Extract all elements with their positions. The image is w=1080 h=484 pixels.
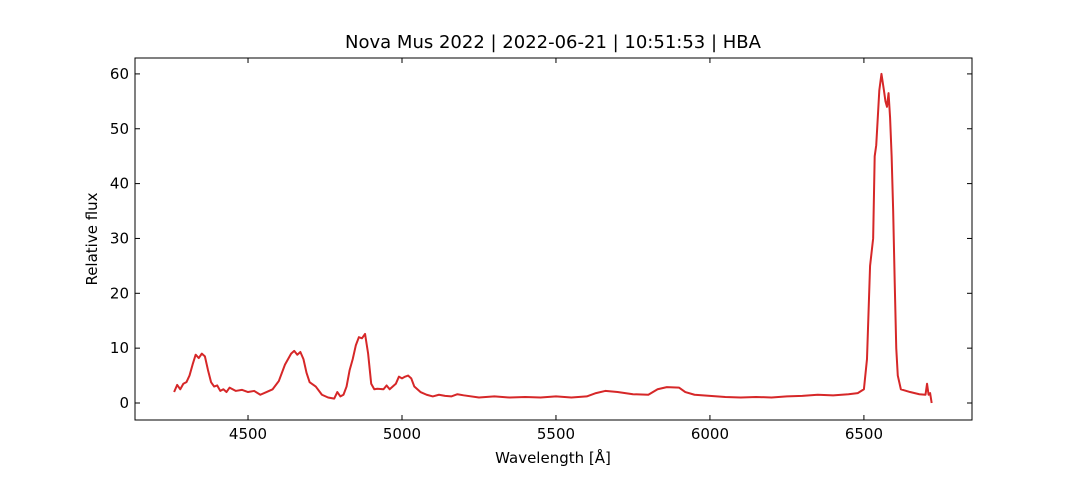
y-tick-label: 10 (110, 339, 129, 357)
chart-title: Nova Mus 2022 | 2022-06-21 | 10:51:53 | … (345, 32, 762, 53)
y-tick-label: 40 (110, 175, 129, 193)
y-tick-label: 60 (110, 65, 129, 83)
x-tick-label: 5500 (537, 425, 575, 443)
y-tick-label: 20 (110, 284, 129, 302)
x-tick-label: 6000 (691, 425, 729, 443)
x-axis-label: Wavelength [Å] (495, 448, 611, 467)
y-tick-label: 30 (110, 229, 129, 247)
y-axis-label: Relative flux (83, 192, 101, 285)
y-tick-label: 0 (119, 394, 129, 412)
plot-frame (134, 57, 973, 421)
x-tick-label: 4500 (229, 425, 267, 443)
x-tick-label: 5000 (383, 425, 421, 443)
y-tick-label: 50 (110, 120, 129, 138)
spectrum-line (173, 72, 933, 404)
x-tick-label: 6500 (845, 425, 883, 443)
